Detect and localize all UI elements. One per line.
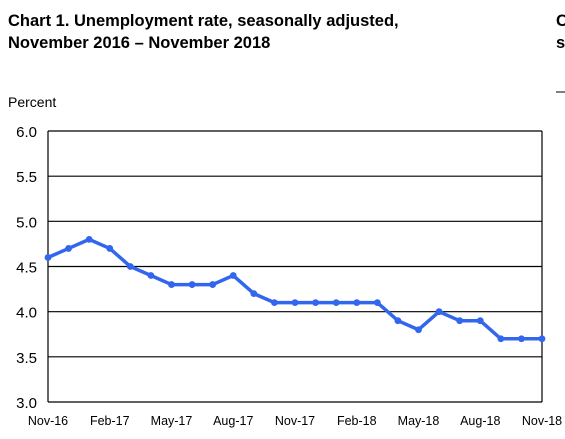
data-point-Sep-18	[497, 335, 505, 343]
data-point-Aug-18	[476, 317, 484, 325]
y-tick-label-4.0: 4.0	[16, 305, 37, 322]
y-tick-label-3.5: 3.5	[16, 350, 37, 367]
data-point-Jun-17	[188, 281, 196, 288]
chart-title-line2: November 2016 – November 2018	[8, 34, 271, 52]
y-tick-label-3.0: 3.0	[16, 395, 37, 412]
x-tick-label-Aug-17: Aug-17	[213, 414, 253, 428]
data-point-Dec-16	[65, 245, 72, 252]
x-tick-label-Feb-17: Feb-17	[90, 414, 130, 428]
data-point-Feb-18	[353, 299, 361, 307]
y-tick-label-5.5: 5.5	[16, 169, 37, 186]
data-point-Jul-18	[456, 317, 464, 325]
data-point-Aug-17	[229, 272, 237, 279]
data-point-Nov-16	[44, 254, 52, 261]
x-tick-label-May-18: May-18	[398, 414, 440, 428]
y-axis-label: Percent	[8, 94, 57, 110]
x-tick-label-May-17: May-17	[151, 414, 193, 428]
x-tick-label-Nov-18: Nov-18	[522, 414, 562, 428]
y-tick-label-6.0: 6.0	[16, 124, 37, 141]
data-point-Oct-18	[518, 335, 525, 343]
data-point-May-18	[415, 326, 422, 334]
data-point-Jan-18	[332, 299, 340, 307]
series-line	[46, 237, 544, 341]
data-point-Jul-17	[209, 281, 217, 288]
data-point-Jan-17	[85, 236, 93, 243]
x-tick-label-Nov-16: Nov-16	[28, 414, 68, 428]
data-point-Apr-18	[394, 317, 402, 325]
chart-title-line1: Chart 1. Unemployment rate, seasonally a…	[8, 12, 399, 30]
data-point-Sep-17	[250, 290, 258, 297]
data-point-Nov-18	[538, 335, 546, 343]
data-point-Jun-18	[435, 308, 443, 316]
data-point-Oct-17	[271, 299, 278, 307]
chart-title: Chart 1. Unemployment rate, seasonally a…	[8, 10, 399, 54]
data-point-May-17	[168, 281, 175, 288]
data-point-Mar-17	[126, 263, 134, 270]
data-point-Feb-17	[106, 245, 114, 252]
clipped-text-1: C	[556, 12, 565, 30]
x-tick-label-Feb-18: Feb-18	[337, 414, 377, 428]
data-point-Dec-17	[312, 299, 319, 307]
data-point-Mar-18	[373, 299, 381, 307]
x-tick-label-Nov-17: Nov-17	[275, 414, 315, 428]
y-tick-label-5.0: 5.0	[16, 214, 37, 231]
data-point-Nov-17	[291, 299, 299, 307]
clipped-text-2: s	[556, 34, 565, 52]
data-point-Apr-17	[147, 272, 155, 279]
y-tick-label-4.5: 4.5	[16, 260, 37, 277]
x-tick-label-Aug-18: Aug-18	[460, 414, 500, 428]
